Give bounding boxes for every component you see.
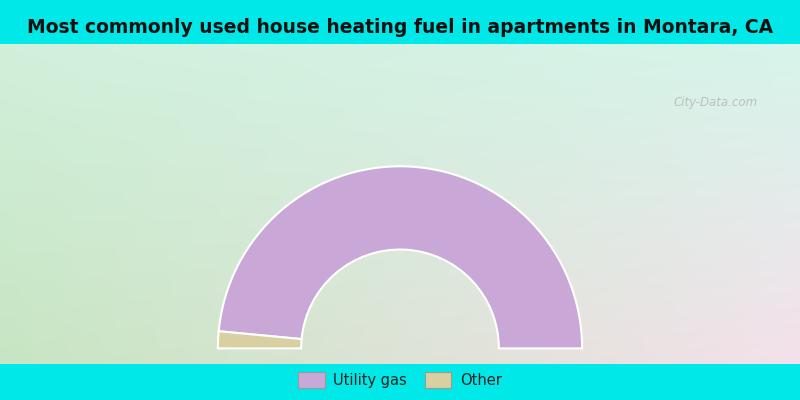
Legend: Utility gas, Other: Utility gas, Other — [293, 366, 507, 394]
Text: City-Data.com: City-Data.com — [674, 96, 758, 109]
Wedge shape — [218, 166, 582, 348]
Text: Most commonly used house heating fuel in apartments in Montara, CA: Most commonly used house heating fuel in… — [27, 18, 773, 37]
Wedge shape — [218, 331, 302, 348]
